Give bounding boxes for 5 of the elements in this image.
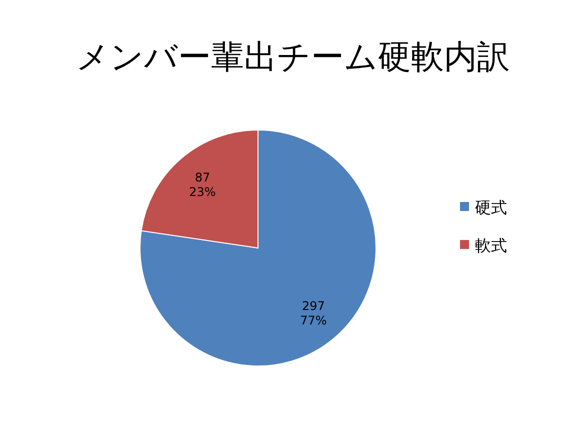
legend-label: 硬式 bbox=[475, 198, 507, 217]
chart-title: メンバー輩出チーム硬軟内訳 bbox=[76, 37, 510, 76]
legend-label: 軟式 bbox=[475, 236, 507, 255]
data-label: 297 77% bbox=[300, 299, 327, 328]
data-label: 87 23% bbox=[189, 170, 216, 199]
